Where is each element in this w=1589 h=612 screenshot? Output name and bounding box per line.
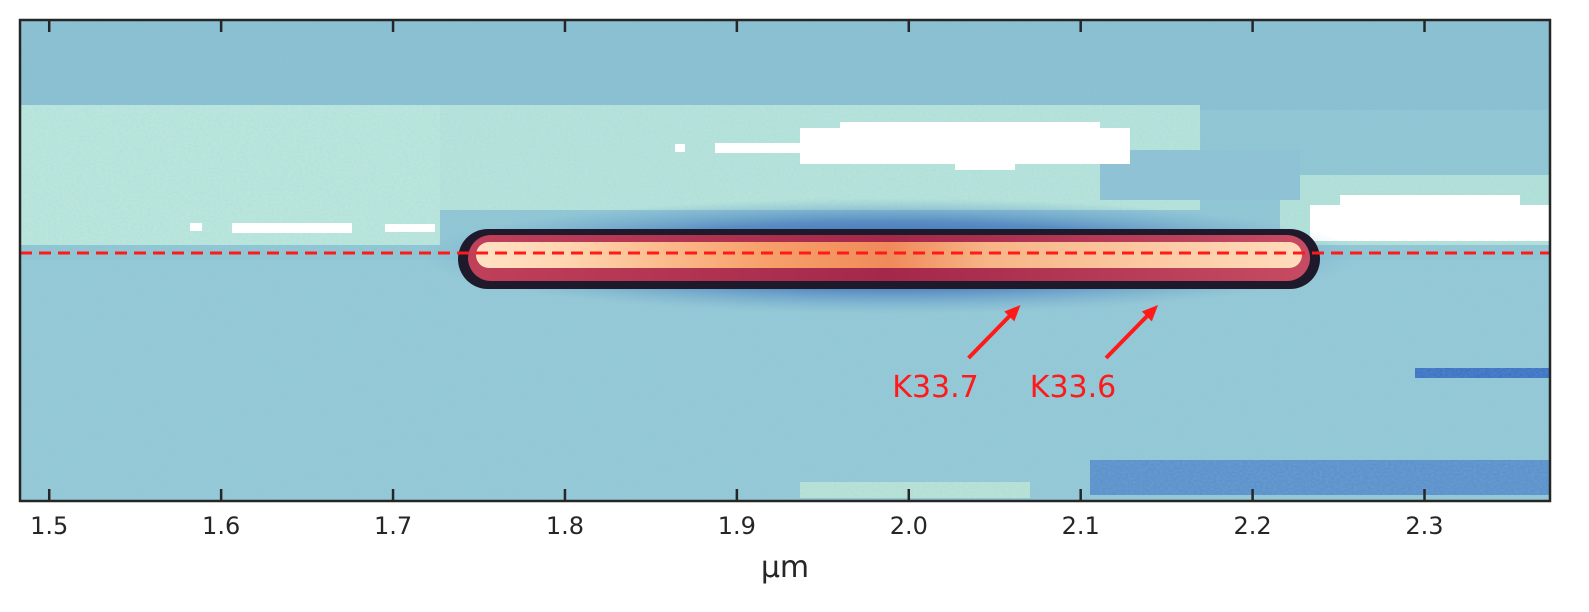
x-tick-label: 2.1 (1062, 512, 1100, 540)
annotation-arrow-head (1004, 305, 1021, 322)
annotation-label: K33.7 (892, 370, 978, 405)
x-tick-label: 2.2 (1234, 512, 1272, 540)
x-tick-label: 1.9 (718, 512, 756, 540)
plot-area: K33.7 K33.6 (20, 20, 1550, 501)
x-tick-label: 2.0 (890, 512, 928, 540)
trace-core (476, 242, 1302, 268)
annotations: K33.7 K33.6 (892, 305, 1159, 405)
x-tick-label: 1.6 (202, 512, 240, 540)
saturated-pixels (190, 122, 1550, 241)
x-axis-title: μm (761, 550, 809, 585)
x-tick-label: 1.7 (374, 512, 412, 540)
x-tick-label: 1.5 (30, 512, 68, 540)
annotation-arrow-shaft (967, 310, 1015, 360)
axes-frame (18, 18, 1552, 503)
x-tick-label: 1.8 (546, 512, 584, 540)
annotation-label: K33.6 (1030, 370, 1116, 405)
annotation-arrow-shaft (1104, 310, 1153, 360)
annotation-arrow-head (1141, 305, 1159, 322)
x-axis-ticks: 1.5 1.6 1.7 1.8 1.9 2.0 2.1 2.2 2.3 (30, 20, 1444, 540)
x-tick-label: 2.3 (1405, 512, 1443, 540)
spectral-trace (420, 198, 1360, 314)
